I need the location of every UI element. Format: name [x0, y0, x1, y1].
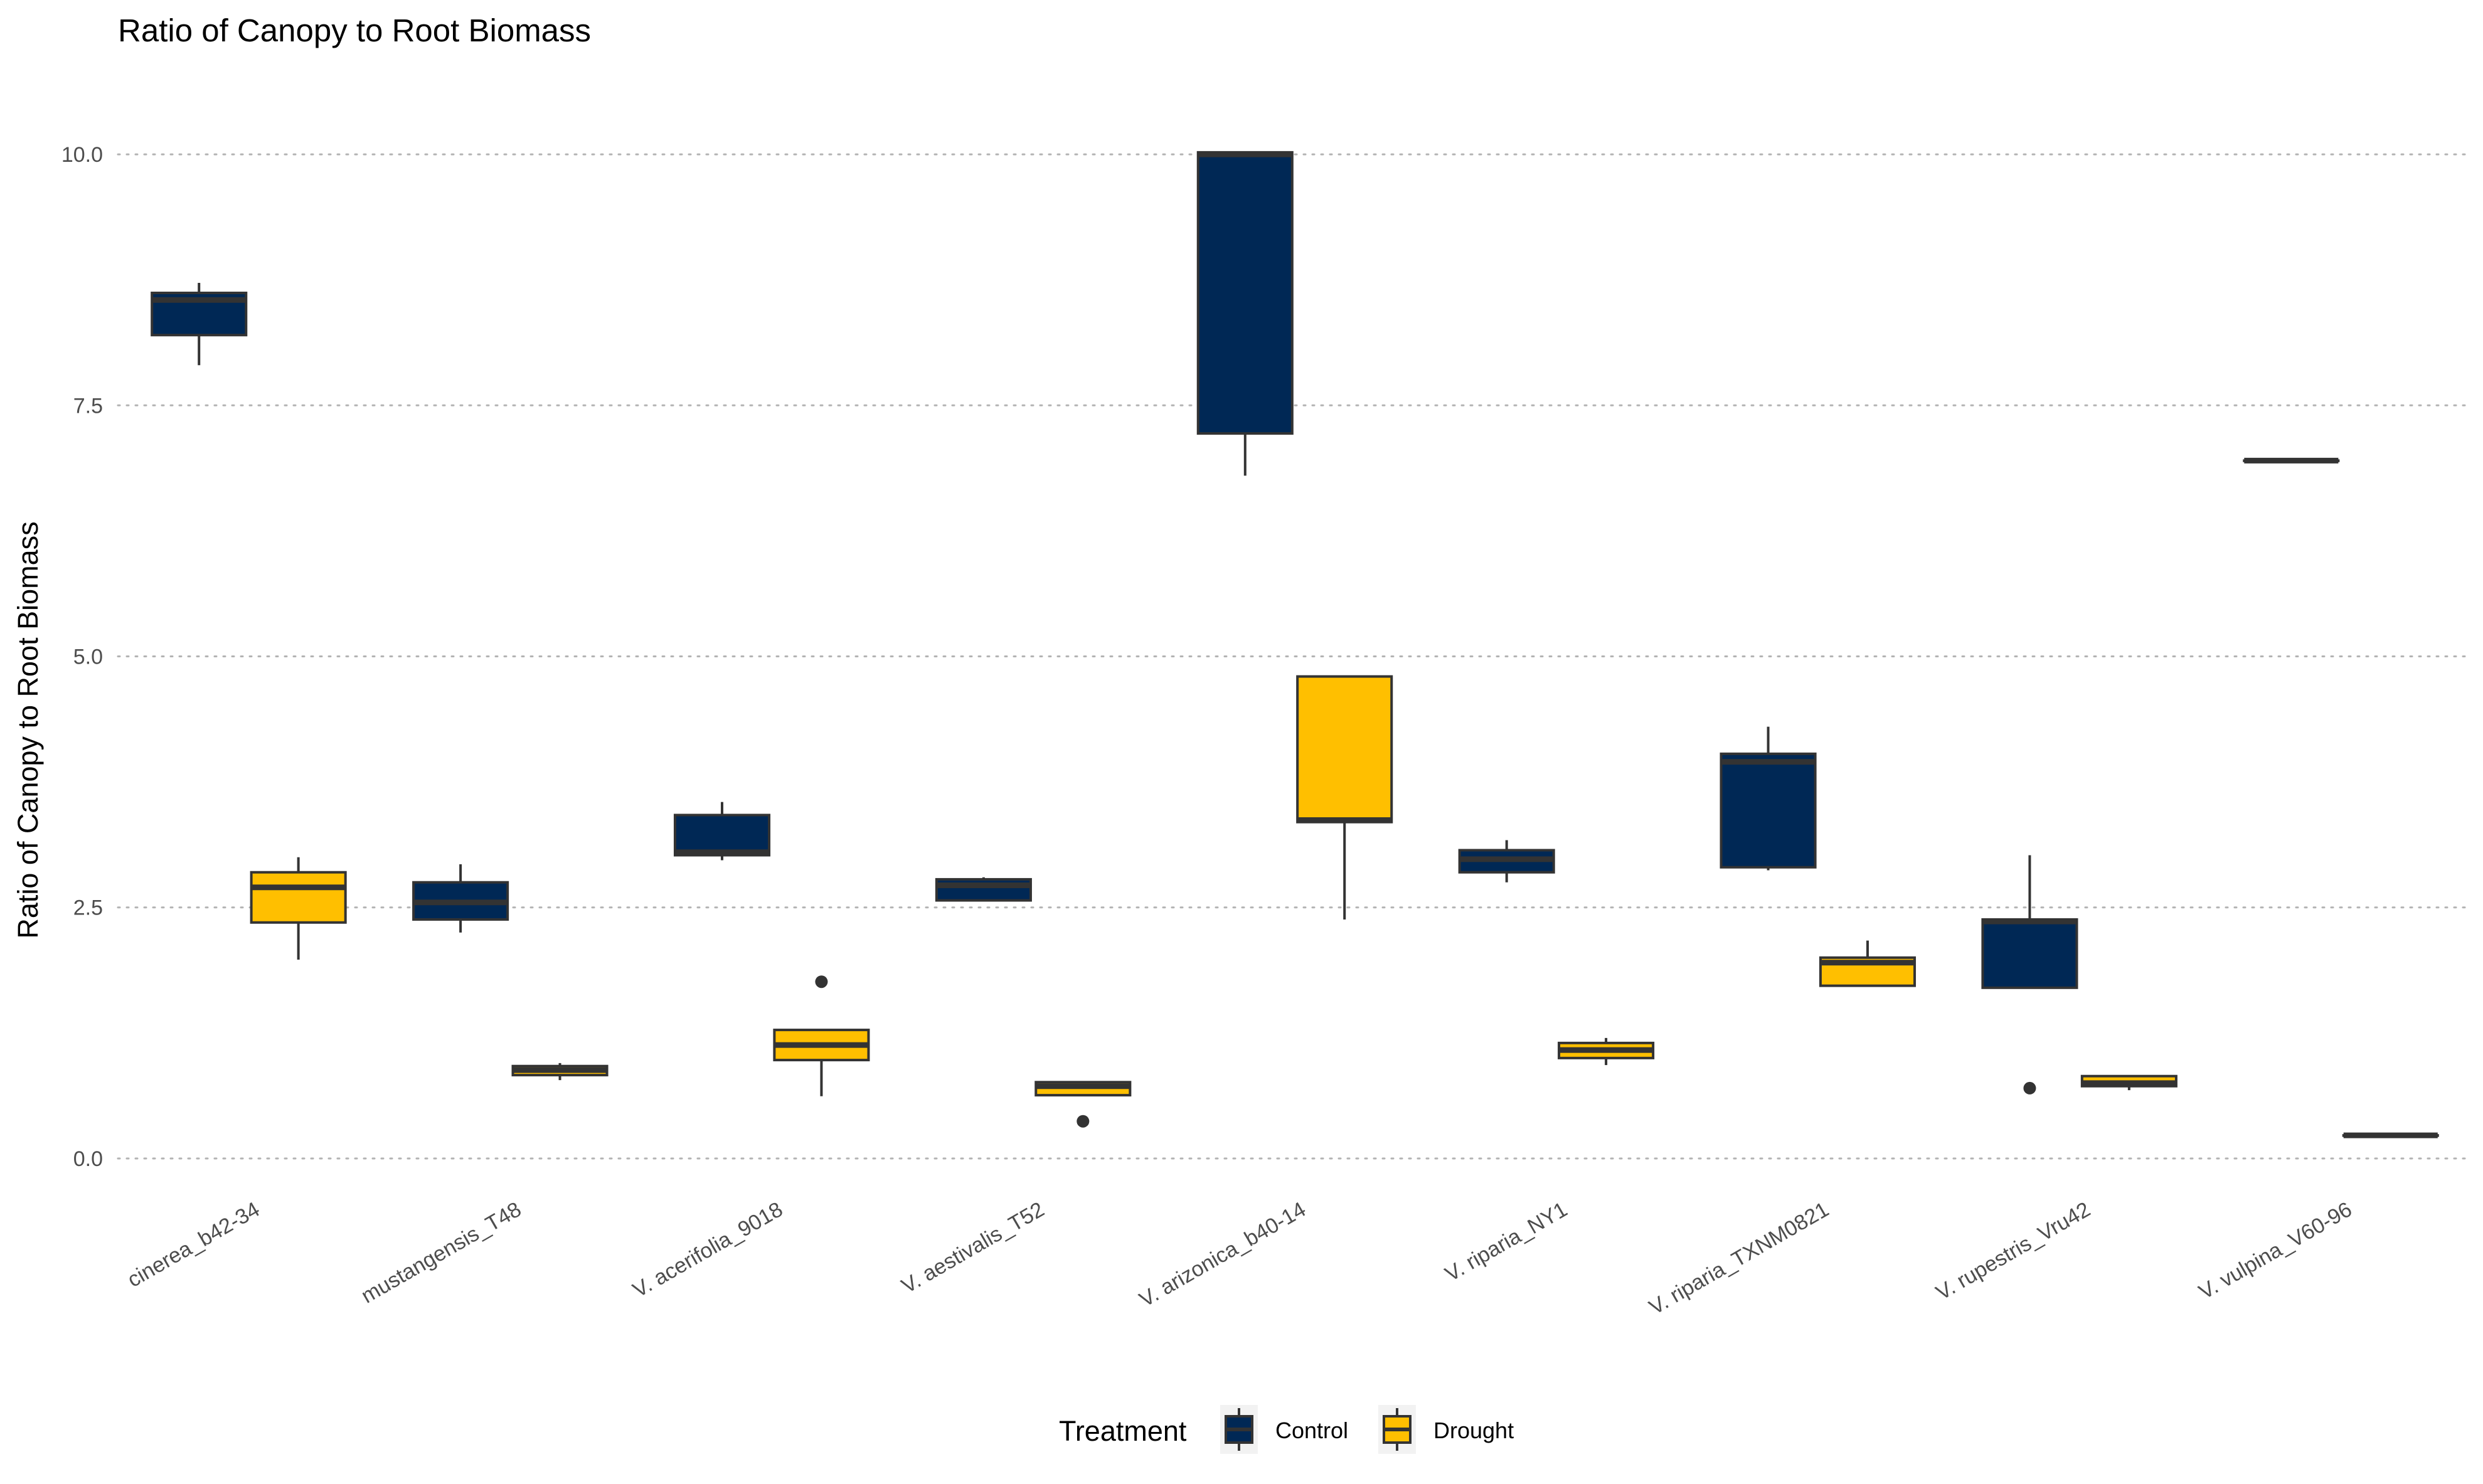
y-axis-label: Ratio of Canopy to Root Biomass	[12, 521, 44, 938]
box-body	[673, 814, 771, 857]
box-drought	[1034, 1081, 1132, 1128]
box-series	[151, 151, 2439, 1138]
box-drought	[1819, 940, 1917, 987]
chart-title: Ratio of Canopy to Root Biomass	[118, 13, 591, 48]
grid-lines	[117, 153, 2473, 1160]
box-body	[1196, 151, 1294, 435]
box-control	[1981, 855, 2078, 1094]
legend-title: Treatment	[1059, 1415, 1187, 1447]
x-tick-label: V. arizonica_b40-14	[1135, 1197, 1310, 1312]
box-drought	[1296, 675, 1393, 920]
legend-label: Drought	[1433, 1418, 1514, 1443]
box-control	[1196, 151, 1294, 476]
x-tick-label: V. vulpina_V60-96	[2195, 1197, 2356, 1304]
box-control	[935, 877, 1032, 902]
box-control	[412, 864, 509, 933]
outlier-point	[815, 975, 828, 988]
box-body	[1981, 918, 2078, 989]
y-tick-label: 0.0	[73, 1147, 103, 1171]
box-control	[1720, 726, 1817, 871]
x-tick-label: V. rupestris_Vru42	[1932, 1197, 2095, 1305]
x-tick-label: V. riparia_TXNM0821	[1645, 1197, 1832, 1320]
box-body	[1720, 752, 1817, 869]
x-axis-ticks: cinerea_b42-34 mustangensis_T48 V. acerifo…	[124, 1197, 2356, 1320]
x-tick-label: cinerea_b42-34	[124, 1197, 264, 1292]
box-drought	[773, 975, 870, 1096]
legend-label: Control	[1275, 1418, 1348, 1443]
legend-item-control: Control	[1220, 1405, 1348, 1454]
outlier-point	[1077, 1115, 1090, 1128]
outlier-point	[2023, 1081, 2036, 1094]
x-tick-label: V. acerifolia_9018	[629, 1197, 787, 1302]
legend: Treatment Control Drought	[1059, 1405, 1514, 1454]
x-tick-label: V. aestivalis_T52	[898, 1197, 1049, 1298]
y-tick-label: 5.0	[73, 645, 103, 669]
y-tick-label: 2.5	[73, 896, 103, 920]
x-tick-label: mustangensis_T48	[358, 1197, 526, 1308]
box-control	[2243, 457, 2340, 464]
box-drought	[1558, 1037, 1655, 1066]
box-body	[1296, 675, 1393, 824]
x-tick-label: V. riparia_NY1	[1441, 1197, 1571, 1286]
box-drought	[511, 1063, 609, 1081]
box-control	[151, 282, 248, 366]
box-drought	[250, 857, 347, 960]
box-body	[250, 871, 347, 924]
box-drought	[2342, 1132, 2439, 1138]
y-tick-label: 7.5	[73, 394, 103, 418]
box-drought	[2080, 1074, 2177, 1091]
y-axis-ticks: 0.0 2.5 5.0 7.5 10.0	[61, 143, 103, 1171]
box-body	[935, 877, 1032, 902]
y-tick-label: 10.0	[61, 143, 103, 167]
legend-item-drought: Drought	[1378, 1405, 1514, 1454]
box-control	[1458, 840, 1555, 882]
box-control	[673, 802, 771, 861]
